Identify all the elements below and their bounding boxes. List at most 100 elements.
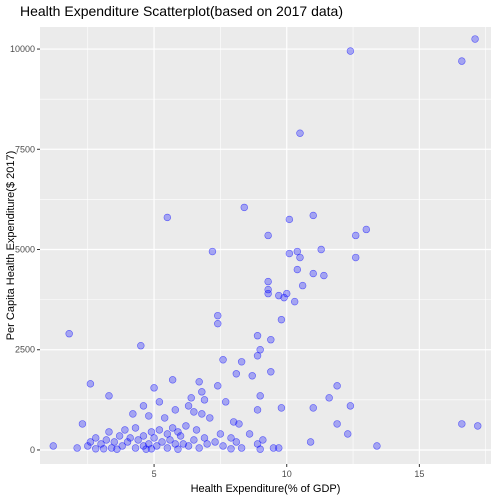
scatter-point xyxy=(105,428,113,436)
scatter-point xyxy=(139,402,148,410)
scatter-point xyxy=(267,336,275,344)
scatter-point xyxy=(174,428,182,436)
scatter-point xyxy=(206,414,214,422)
scatter-point xyxy=(142,445,150,453)
scatter-point xyxy=(317,245,325,254)
scatter-point xyxy=(232,370,241,378)
scatter-point xyxy=(264,231,272,240)
scatter-point xyxy=(296,129,304,137)
scatter-point xyxy=(131,424,140,432)
scatter-point xyxy=(219,442,227,450)
scatter-point xyxy=(219,356,227,364)
scatter-point xyxy=(102,436,111,444)
scatter-point xyxy=(184,402,193,410)
scatter-point xyxy=(309,404,317,412)
scatter-point xyxy=(222,398,230,406)
y-axis-ticks: 0 2500 5000 7500 10000 xyxy=(10,44,40,455)
scatter-point xyxy=(333,420,341,428)
scatter-point xyxy=(129,410,137,418)
scatter-point xyxy=(253,352,262,360)
scatter-point xyxy=(227,434,235,442)
scatter-point xyxy=(78,420,87,428)
scatter-point xyxy=(283,289,291,298)
scatter-point xyxy=(296,253,304,262)
chart-title: Health Expenditure Scatterplot(based on … xyxy=(20,3,343,19)
scatter-point xyxy=(92,445,100,453)
scatter-point xyxy=(198,410,206,418)
scatter-point xyxy=(333,382,341,390)
scatter-point xyxy=(86,380,95,388)
scatter-point xyxy=(190,436,198,444)
y-tick-label: 5000 xyxy=(15,245,35,255)
scatter-point xyxy=(248,372,256,380)
scatter-point xyxy=(145,412,153,420)
scatter-point xyxy=(227,445,235,453)
scatter-point xyxy=(160,414,169,422)
scatter-point xyxy=(293,265,302,274)
scatter-point xyxy=(373,442,381,450)
scatter-point xyxy=(306,438,315,446)
scatter-point xyxy=(168,376,177,384)
scatter-point xyxy=(176,432,185,440)
scatter-point xyxy=(471,35,479,43)
x-tick-label: 5 xyxy=(152,469,157,479)
scatter-point xyxy=(113,445,121,453)
scatter-point xyxy=(155,426,164,434)
scatter-point xyxy=(256,445,264,453)
scatter-point xyxy=(200,396,209,404)
scatter-point xyxy=(352,253,360,262)
plot-panel xyxy=(40,27,491,464)
scatter-point xyxy=(352,231,360,240)
scatter-point xyxy=(237,358,246,366)
scatter-point xyxy=(264,289,272,298)
scatter-point xyxy=(280,293,288,302)
scatter-point xyxy=(203,440,211,448)
scatter-point xyxy=(198,388,206,396)
scatter-point xyxy=(86,438,95,446)
scatter-point xyxy=(105,392,113,400)
scatter-point xyxy=(147,428,156,436)
scatter-point xyxy=(163,444,172,452)
scatter-point xyxy=(362,225,371,234)
scatter-point xyxy=(269,444,278,452)
scatter-point xyxy=(240,203,248,212)
scatter-point xyxy=(92,434,100,442)
scatter-point xyxy=(115,432,124,440)
scatter-point xyxy=(137,342,145,350)
x-axis-title: Health Expenditure(% of GDP) xyxy=(191,483,341,495)
scatter-point xyxy=(474,422,482,430)
scatter-point xyxy=(256,392,264,400)
scatter-point xyxy=(253,406,262,414)
scatter-point xyxy=(192,426,201,434)
scatter-point xyxy=(285,215,294,224)
scatter-point xyxy=(73,444,81,452)
scatter-point xyxy=(163,430,172,438)
scatter-point xyxy=(65,330,73,338)
scatter-point xyxy=(298,281,307,290)
scatter-point xyxy=(458,57,466,65)
scatter-point xyxy=(171,406,180,414)
scatter-point xyxy=(344,430,352,438)
scatter-point xyxy=(84,442,92,450)
scatter-point xyxy=(346,402,355,410)
scatter-point xyxy=(275,444,283,452)
x-axis-ticks: 5 10 15 xyxy=(152,464,424,479)
scatter-point xyxy=(293,247,302,256)
scatter-point xyxy=(253,332,262,340)
y-tick-label: 0 xyxy=(30,445,35,455)
y-tick-label: 2500 xyxy=(15,345,35,355)
y-axis-title: Per Capita Health Expenditure($ 2017) xyxy=(5,151,17,341)
scatter-point xyxy=(150,384,158,392)
scatter-point xyxy=(259,436,267,444)
scatter-point xyxy=(267,368,275,376)
scatter-point xyxy=(237,444,246,452)
scatter-point xyxy=(277,315,286,324)
scatter-point xyxy=(214,311,222,320)
scatter-point xyxy=(264,285,272,294)
scatter-point xyxy=(195,444,203,452)
scatter-point xyxy=(200,434,209,442)
scatter-point xyxy=(264,277,272,286)
x-tick-label: 10 xyxy=(282,469,292,479)
scatter-point xyxy=(158,438,166,446)
